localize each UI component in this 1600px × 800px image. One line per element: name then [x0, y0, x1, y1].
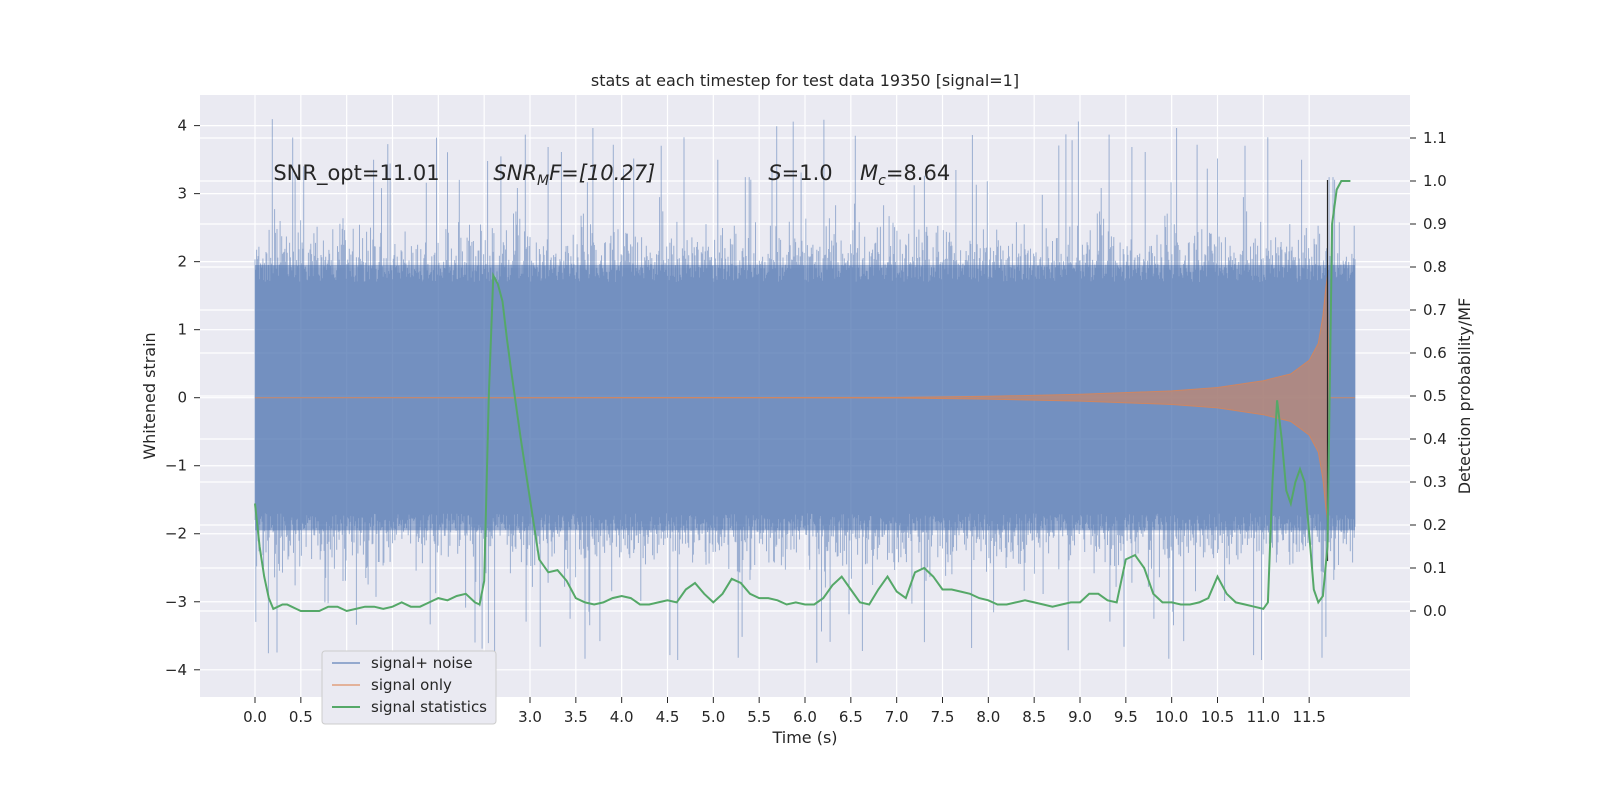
legend-label-signal-plus-noise: signal+ noise	[371, 654, 473, 672]
x-tick-label: 11.0	[1247, 708, 1280, 726]
x-tick-label: 8.5	[1022, 708, 1046, 726]
y-axis-right: 1.1 1.0 0.9 0.8 0.7 0.6 0.5 0.4 0.3 0.2 0.1 0.0	[1410, 129, 1447, 620]
x-tick-label: 3.0	[518, 708, 542, 726]
legend-label-signal-statistics: signal statistics	[371, 698, 487, 716]
x-tick-label: 0.0	[243, 708, 267, 726]
annotation-snr-mf: SNRMF=[10.27]	[493, 161, 655, 189]
x-tick-label: 11.5	[1292, 708, 1325, 726]
annotation-s-value: =1.0	[782, 161, 833, 185]
series-signal-statistics	[254, 180, 1351, 613]
y-right-tick-label: 0.6	[1423, 344, 1447, 362]
y-tick-label: 0	[177, 389, 187, 407]
legend-label-signal-only: signal only	[371, 676, 452, 694]
y-tick-label: 2	[177, 253, 187, 271]
annotation-snr-mf-subscript: M	[537, 173, 549, 189]
y-right-tick-label: 0.7	[1423, 301, 1447, 319]
annotation-mc-symbol: M	[860, 161, 878, 185]
annotation-s-symbol: S	[768, 161, 781, 185]
y-axis-right-title: Detection probability/MF	[1455, 298, 1474, 495]
x-tick-label: 0.5	[289, 708, 313, 726]
y-right-tick-label: 0.1	[1423, 559, 1447, 577]
chart-title: stats at each timestep for test data 193…	[591, 71, 1019, 90]
annotation-s: S=1.0	[768, 161, 832, 185]
series-signal-only	[254, 275, 1355, 521]
x-tick-label: 10.0	[1155, 708, 1188, 726]
x-tick-label: 10.5	[1201, 708, 1234, 726]
y-right-tick-label: 0.9	[1423, 215, 1447, 233]
y-right-tick-label: 0.4	[1423, 430, 1447, 448]
x-tick-label: 6.0	[793, 708, 817, 726]
y-right-tick-label: 0.2	[1423, 516, 1447, 534]
y-right-tick-label: 0.5	[1423, 387, 1447, 405]
y-tick-label: 1	[177, 321, 187, 339]
annotation-mc-subscript: c	[878, 173, 886, 189]
y-tick-label: 4	[177, 117, 187, 135]
y-tick-label: −1	[165, 457, 187, 475]
x-tick-label: 5.0	[701, 708, 725, 726]
y-right-tick-label: 1.0	[1423, 172, 1447, 190]
y-right-tick-label: 0.0	[1423, 602, 1447, 620]
annotation-mc: Mc=8.64	[860, 161, 950, 189]
annotation-mc-value: =8.64	[886, 161, 950, 185]
x-tick-label: 7.5	[931, 708, 955, 726]
x-tick-label: 3.5	[564, 708, 588, 726]
y-tick-label: −3	[165, 593, 187, 611]
y-axis-left: 4 3 2 1 0 −1 −2 −3 −4	[165, 117, 200, 679]
x-tick-label: 9.0	[1068, 708, 1092, 726]
x-tick-label: 8.0	[976, 708, 1000, 726]
y-right-tick-label: 1.1	[1423, 129, 1447, 147]
x-tick-label: 4.5	[656, 708, 680, 726]
legend: signal+ noise signal only signal statist…	[321, 650, 497, 725]
annotation-snr-opt: SNR_opt=11.01	[273, 161, 439, 186]
x-axis-title: Time (s)	[771, 728, 837, 747]
legend-box	[321, 650, 497, 725]
y-right-tick-label: 0.8	[1423, 258, 1447, 276]
annotation-snr-mf-value: F=[10.27]	[549, 161, 655, 185]
x-tick-label: 7.0	[885, 708, 909, 726]
y-axis-title: Whitened strain	[140, 332, 159, 459]
x-tick-label: 5.5	[747, 708, 771, 726]
annotation-snr-mf-symbol: SNR	[493, 161, 537, 185]
y-tick-label: −4	[165, 661, 187, 679]
x-tick-label: 6.5	[839, 708, 863, 726]
y-tick-label: 3	[177, 185, 187, 203]
y-right-tick-label: 0.3	[1423, 473, 1447, 491]
x-tick-label: 4.0	[610, 708, 634, 726]
x-tick-label: 9.5	[1114, 708, 1138, 726]
y-tick-label: −2	[165, 525, 187, 543]
